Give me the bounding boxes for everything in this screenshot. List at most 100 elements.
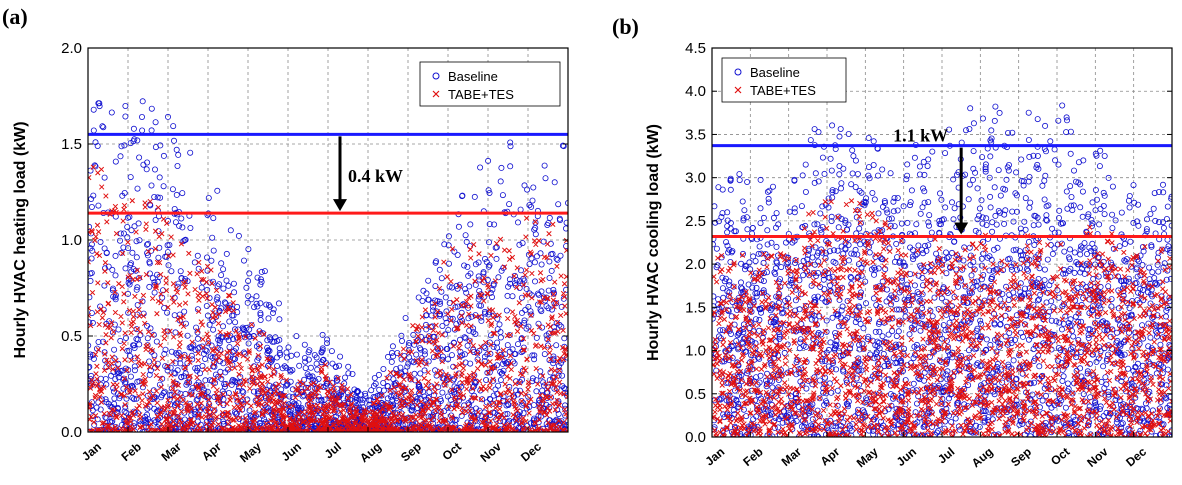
data-point (126, 307, 133, 314)
data-point (410, 323, 416, 329)
data-point (448, 413, 455, 420)
data-point (764, 269, 771, 276)
data-point (302, 365, 309, 372)
data-point (179, 420, 185, 426)
data-point (769, 384, 776, 391)
data-point (442, 418, 449, 424)
data-point (184, 332, 191, 339)
data-point (134, 336, 141, 343)
data-point (830, 422, 837, 429)
data-point (198, 400, 204, 406)
data-point (187, 359, 193, 365)
data-point (432, 389, 438, 395)
data-point (561, 294, 568, 300)
data-point (133, 238, 140, 245)
data-point (133, 286, 140, 293)
data-point (210, 419, 216, 426)
data-point (464, 342, 471, 349)
data-point (148, 182, 155, 189)
data-point (515, 219, 522, 226)
data-point (560, 290, 567, 297)
data-point (151, 357, 157, 363)
data-point (344, 386, 351, 392)
data-point (485, 284, 491, 291)
data-point (144, 159, 151, 166)
data-point (513, 321, 520, 327)
data-point (535, 301, 542, 308)
data-point (791, 205, 798, 212)
data-point (546, 427, 552, 432)
data-point (447, 377, 453, 384)
data-point (300, 418, 306, 425)
data-point (281, 363, 288, 370)
data-point (479, 361, 485, 367)
data-point (120, 230, 127, 237)
data-point (110, 381, 116, 388)
data-point (146, 283, 153, 290)
data-point (374, 396, 380, 402)
data-point (756, 243, 763, 250)
data-point (402, 368, 409, 375)
data-point (387, 387, 394, 394)
data-point (843, 400, 850, 407)
data-point (393, 370, 399, 376)
data-point (217, 373, 224, 379)
data-point (417, 346, 424, 353)
data-point (504, 397, 510, 404)
data-point (125, 245, 132, 252)
data-point (498, 164, 505, 171)
data-point (481, 275, 487, 281)
data-point (390, 353, 397, 360)
data-point (474, 350, 481, 356)
data-point (145, 248, 152, 255)
data-point (811, 179, 818, 186)
data-point (248, 363, 254, 370)
data-point (134, 354, 141, 360)
data-point (838, 185, 845, 192)
data-point (542, 393, 548, 399)
data-point (138, 299, 144, 305)
data-point (137, 329, 143, 335)
data-point (94, 416, 101, 423)
data-point (146, 424, 152, 430)
data-point (278, 372, 284, 379)
data-point (720, 433, 727, 437)
data-point (482, 422, 488, 428)
data-point (528, 255, 535, 262)
data-point (140, 391, 146, 397)
data-point (740, 406, 747, 413)
data-point (551, 304, 557, 310)
data-point (102, 268, 108, 274)
data-point (217, 329, 223, 335)
data-point (459, 379, 465, 386)
data-point (513, 421, 520, 428)
data-point (137, 424, 143, 430)
data-point (537, 306, 544, 313)
data-point (553, 320, 560, 327)
data-point (137, 274, 143, 281)
data-point (817, 226, 824, 233)
data-point (156, 244, 163, 251)
data-point (110, 388, 117, 395)
data-point (336, 362, 343, 369)
data-point (245, 293, 252, 300)
data-point (828, 218, 835, 225)
data-point (176, 302, 183, 308)
data-point (536, 416, 542, 423)
data-point (539, 373, 546, 379)
data-point (766, 187, 773, 194)
data-point (725, 308, 732, 315)
data-point (740, 215, 747, 222)
data-point (453, 364, 459, 370)
data-point (729, 248, 736, 255)
data-point (550, 221, 556, 227)
data-point (279, 420, 285, 426)
data-point (763, 412, 770, 419)
data-point (506, 201, 513, 208)
data-point (88, 203, 95, 210)
data-point (351, 398, 358, 405)
data-point (173, 286, 179, 292)
data-point (206, 402, 213, 408)
data-point (742, 348, 749, 355)
data-point (811, 261, 818, 268)
